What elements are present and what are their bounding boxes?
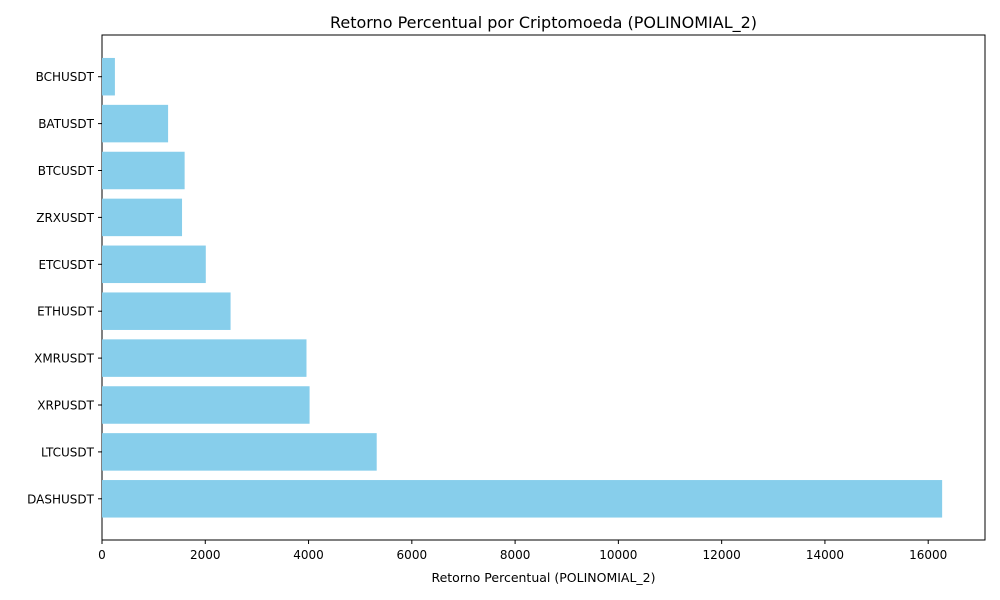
- bar-xmrusdt: [102, 339, 307, 377]
- x-tick-label: 0: [98, 548, 106, 562]
- y-tick-label: DASHUSDT: [27, 492, 95, 506]
- bar-ltcusdt: [102, 433, 377, 471]
- y-tick-label: BATUSDT: [38, 117, 94, 131]
- y-tick-label: ETCUSDT: [38, 258, 94, 272]
- bar-zrxusdt: [102, 198, 183, 237]
- bar-etcusdt: [102, 245, 206, 284]
- x-tick-label: 8000: [500, 548, 531, 562]
- x-tick-label: 12000: [703, 548, 741, 562]
- x-tick-label: 14000: [806, 548, 844, 562]
- x-axis-label: Retorno Percentual (POLINOMIAL_2): [431, 570, 655, 585]
- y-tick-label: BCHUSDT: [36, 70, 95, 84]
- bar-dashusdt: [102, 480, 943, 518]
- x-tick-label: 10000: [599, 548, 637, 562]
- x-tick-label: 6000: [397, 548, 428, 562]
- y-tick-label: ZRXUSDT: [36, 211, 94, 225]
- y-tick-label: LTCUSDT: [41, 445, 95, 459]
- bar-bchusdt: [102, 57, 115, 96]
- bar-xrpusdt: [102, 386, 310, 424]
- plot-area-frame: [101, 34, 986, 541]
- bars-group: [102, 57, 943, 518]
- chart-title: Retorno Percentual por Criptomoeda (POLI…: [330, 13, 757, 33]
- x-tick-label: 4000: [293, 548, 324, 562]
- y-tick-label: ETHUSDT: [37, 305, 95, 319]
- x-tick-label: 2000: [190, 548, 221, 562]
- bar-batusdt: [102, 104, 169, 143]
- bar-btcusdt: [102, 151, 185, 190]
- y-tick-label: XRPUSDT: [37, 399, 94, 413]
- y-tick-label: BTCUSDT: [38, 164, 95, 178]
- x-axis: 0 2000 4000 6000 8000 10000 12000 14000 16000: [98, 540, 947, 562]
- x-tick-label: 16000: [909, 548, 947, 562]
- y-axis: DASHUSDT LTCUSDT XRPUSDT XMRUSDT ETHUSDT ETCU…: [27, 70, 102, 506]
- y-tick-label: XMRUSDT: [34, 352, 95, 366]
- bar-ethusdt: [102, 292, 231, 330]
